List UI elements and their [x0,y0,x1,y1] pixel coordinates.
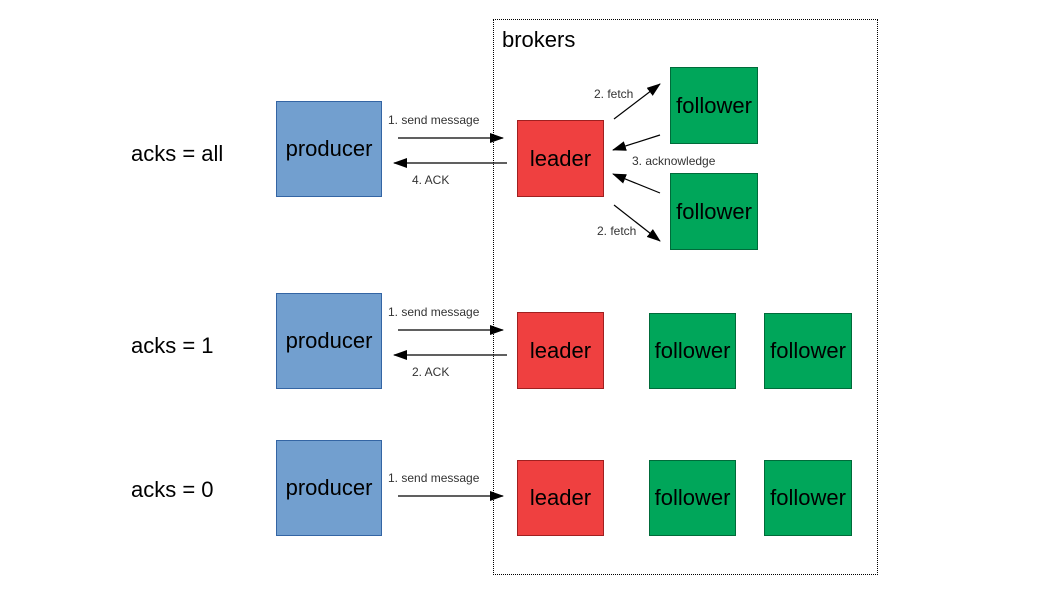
acknowledge-arrow-bottom [613,174,660,193]
fetch-arrow-bottom [614,205,660,241]
fetch-arrow-top [614,84,660,119]
acknowledge-arrow-top [613,135,660,150]
